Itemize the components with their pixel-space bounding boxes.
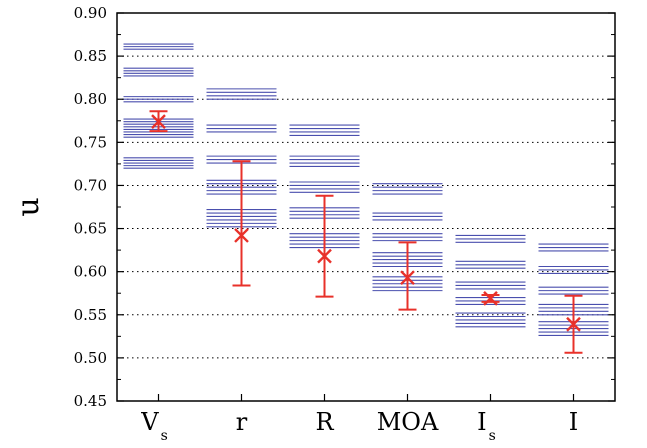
- category-group: [372, 183, 443, 401]
- category-group: [206, 88, 277, 401]
- category-label: I: [569, 408, 578, 436]
- y-tick-label: 0.90: [74, 4, 107, 22]
- y-tick-label: 0.65: [74, 220, 107, 238]
- category-groups: [123, 43, 609, 401]
- y-axis-ticks: 0.45 0.50 0.55 0.60 0.65 0.70 0.75 0.80 0.85 0.90: [74, 4, 615, 410]
- category-label: R: [315, 408, 334, 436]
- mean-marker: [317, 248, 332, 264]
- category-group: [538, 243, 609, 401]
- category-group: [123, 43, 194, 401]
- mean-marker-stroke: [400, 270, 415, 286]
- mean-marker-stroke: [234, 228, 249, 243]
- category-label: MOA: [377, 408, 439, 436]
- mean-marker: [566, 316, 581, 332]
- mean-marker-stroke: [483, 291, 498, 306]
- grid-lines: [117, 55, 615, 359]
- category-label-subscript: s: [489, 428, 496, 444]
- y-tick-label: 0.55: [74, 306, 107, 324]
- y-tick-label: 0.60: [74, 263, 107, 281]
- mean-marker: [151, 114, 166, 129]
- y-tick-label: 0.70: [74, 176, 107, 194]
- mean-marker: [400, 270, 415, 286]
- y-tick-label: 0.50: [74, 349, 107, 367]
- mean-marker: [483, 291, 498, 306]
- y-axis-label: u: [11, 197, 46, 216]
- category-label-subscript: s: [161, 428, 168, 444]
- y-tick-label: 0.45: [74, 392, 107, 410]
- mean-marker-stroke: [151, 114, 166, 129]
- y-tick-label: 0.80: [74, 90, 107, 108]
- category-label: r: [236, 408, 248, 436]
- mean-marker-stroke: [566, 316, 581, 332]
- y-tick-label: 0.85: [74, 47, 107, 65]
- category-group: [289, 124, 360, 401]
- plot-frame: [116, 12, 616, 402]
- y-tick-label: 0.75: [74, 133, 107, 151]
- mean-marker-stroke: [317, 248, 332, 264]
- mean-marker: [234, 228, 249, 243]
- category-group: [455, 234, 526, 401]
